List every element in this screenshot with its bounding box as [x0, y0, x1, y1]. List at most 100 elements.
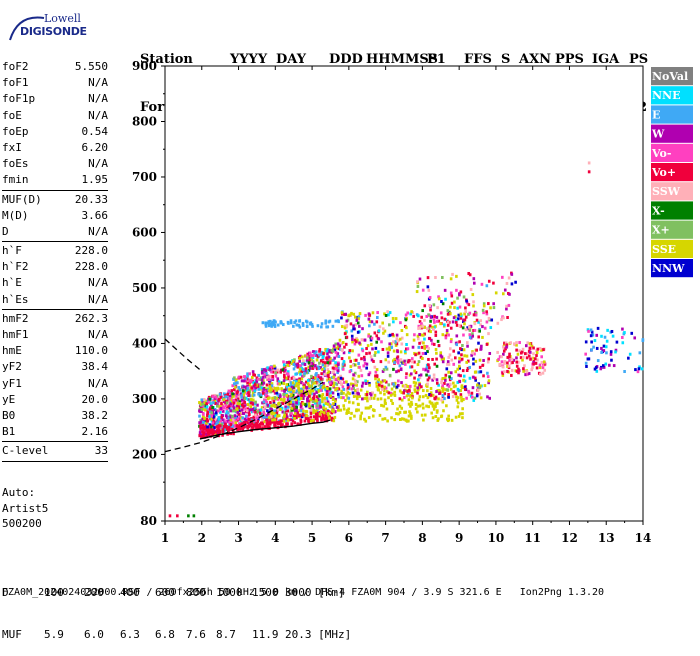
echo-point	[356, 387, 359, 391]
echo-point	[346, 390, 350, 394]
echo-point	[489, 306, 492, 310]
legend-swatch	[651, 163, 693, 182]
parameter-name: h`E	[2, 276, 22, 290]
echo-point	[539, 372, 542, 376]
echo-point	[228, 404, 231, 408]
echo-point	[444, 297, 447, 301]
echo-point	[323, 408, 326, 412]
echo-point	[449, 371, 453, 375]
echo-point	[275, 388, 278, 392]
echo-point	[267, 324, 271, 328]
echo-point	[251, 402, 255, 406]
echo-point	[295, 405, 298, 409]
echo-point	[460, 357, 464, 361]
echo-point	[374, 346, 378, 350]
echo-point	[503, 341, 506, 345]
echo-point	[344, 342, 348, 346]
echo-point	[313, 401, 317, 405]
echo-point	[364, 313, 367, 317]
parameter-name: MUF(D)	[2, 192, 42, 206]
echo-point	[336, 342, 340, 346]
echo-point	[452, 316, 456, 320]
echo-point	[292, 389, 295, 393]
echo-point	[303, 419, 307, 423]
legend-label: W	[651, 128, 665, 141]
x-tick-label: 4	[271, 531, 279, 545]
echo-point	[472, 313, 476, 317]
echo-point	[478, 392, 481, 396]
echo-point	[433, 320, 436, 324]
echo-point	[398, 410, 402, 414]
echo-point	[286, 363, 289, 367]
x-tick-label: 7	[381, 531, 389, 545]
echo-point	[259, 408, 263, 412]
parameter-row: foE N/A	[2, 108, 108, 124]
echo-point	[367, 373, 371, 377]
echo-point	[249, 405, 253, 409]
echo-point	[307, 399, 311, 403]
echo-point	[304, 369, 307, 373]
echo-point	[426, 350, 429, 354]
echo-point	[410, 357, 414, 361]
echo-point	[328, 350, 332, 354]
echo-point	[446, 312, 450, 316]
echo-point	[252, 423, 256, 427]
echo-point	[305, 371, 309, 375]
echo-point	[429, 391, 433, 395]
echo-point	[596, 326, 600, 330]
echo-point	[264, 396, 267, 400]
echo-point	[217, 427, 220, 431]
echo-point	[268, 413, 272, 417]
echo-point	[305, 324, 309, 328]
echo-point	[455, 319, 458, 323]
echo-point	[270, 414, 273, 418]
echo-point	[319, 405, 323, 409]
echo-point	[535, 366, 539, 370]
echo-point	[431, 357, 434, 361]
echo-point	[352, 387, 355, 391]
echo-point	[409, 412, 412, 416]
echo-point	[439, 353, 443, 357]
parameter-value: N/A	[88, 108, 108, 122]
echo-point	[238, 402, 241, 406]
echo-point	[262, 368, 266, 372]
echo-point	[637, 367, 641, 371]
echo-point	[238, 426, 242, 430]
echo-point	[326, 400, 330, 404]
echo-point	[251, 370, 255, 374]
x-tick-label: 10	[488, 531, 505, 545]
echo-point	[251, 391, 255, 395]
echo-point	[260, 370, 264, 374]
echo-point	[233, 388, 236, 392]
echo-point	[410, 365, 414, 369]
echo-point	[467, 271, 471, 275]
echo-point	[510, 272, 514, 276]
echo-point	[398, 389, 402, 393]
parameter-value: N/A	[88, 157, 108, 171]
echo-point	[467, 393, 471, 397]
echo-point	[282, 419, 286, 423]
echo-point	[310, 392, 313, 396]
echo-point	[308, 384, 311, 388]
echo-point	[305, 414, 308, 418]
echo-point	[462, 318, 465, 322]
echo-point	[337, 387, 341, 391]
echo-point	[309, 408, 313, 412]
echo-point	[290, 386, 294, 390]
echo-point	[318, 394, 322, 398]
echo-point	[253, 373, 257, 377]
echo-point	[382, 368, 386, 372]
echo-point	[390, 416, 393, 420]
echo-point	[321, 360, 325, 364]
echo-point	[332, 397, 335, 401]
echo-point	[309, 419, 313, 423]
echo-point	[472, 277, 476, 281]
echo-point	[472, 362, 475, 366]
echo-point	[438, 391, 442, 395]
parameter-row: foF1p N/A	[2, 91, 108, 107]
echo-point	[638, 365, 641, 369]
echo-point	[326, 402, 330, 406]
echo-point	[220, 402, 223, 406]
echo-point	[335, 386, 339, 390]
echo-point	[431, 393, 435, 397]
